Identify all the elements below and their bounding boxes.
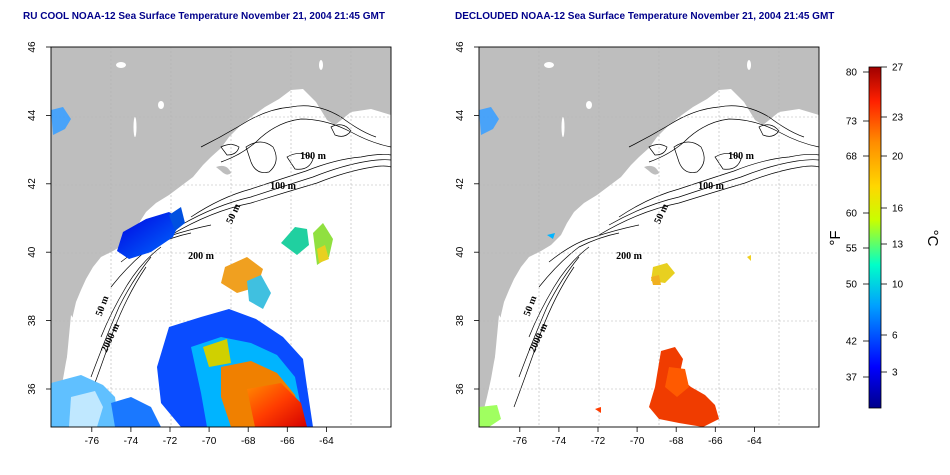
left-lon-tick-label: -68: [241, 436, 256, 447]
contour-label: 100 m: [300, 151, 327, 162]
contour-label: 100 m: [728, 151, 755, 162]
right-lat-tick-label: 44: [455, 109, 466, 121]
left-map-axes: -76 -74 -72 -70 -68 -66 -64 36 38 40 42 44 46: [27, 41, 392, 447]
right-lat-tick-label: 38: [455, 315, 466, 327]
left-lon-tick-label: -64: [319, 436, 334, 447]
right-lon-tick-label: -66: [708, 436, 723, 447]
celsius-tick-label: 13: [892, 240, 904, 251]
right-frame: [478, 46, 820, 428]
left-lon-tick-label: -72: [163, 436, 178, 447]
celsius-tick-label: 27: [892, 63, 904, 74]
colorbar-gradient: [868, 66, 882, 409]
right-lat-tick-label: 42: [455, 178, 466, 190]
celsius-tick-label: 16: [892, 204, 904, 215]
left-lon-tick-label: -70: [202, 436, 217, 447]
contour-label: 200 m: [188, 251, 215, 262]
fahrenheit-tick-label: 50: [846, 280, 858, 291]
fahrenheit-tick-label: 42: [846, 337, 858, 348]
contour-label: 200 m: [616, 251, 643, 262]
right-map-axes: -76 -74 -72 -70 -68 -66 -64 36 38 40 42 44 46: [455, 41, 820, 447]
left-lat-tick-label: 46: [27, 41, 38, 53]
left-lat-tick-label: 44: [27, 109, 38, 121]
celsius-tick-label: 23: [892, 113, 904, 124]
right-lon-tick-label: -72: [591, 436, 606, 447]
left-lat-tick-label: 42: [27, 178, 38, 190]
fahrenheit-tick-label: 37: [846, 373, 858, 384]
left-lat-tick-label: 40: [27, 246, 38, 258]
fahrenheit-tick-label: 80: [846, 68, 858, 79]
left-lon-tick-label: -66: [280, 436, 295, 447]
left-map-title: RU COOL NOAA-12 Sea Surface Temperature …: [23, 11, 385, 22]
right-lon-tick-label: -74: [552, 436, 567, 447]
celsius-tick-label: 3: [892, 368, 898, 379]
celsius-tick-label: 10: [892, 280, 904, 291]
contour-label: 100 m: [270, 181, 297, 192]
fahrenheit-unit-label: °F: [827, 230, 844, 245]
right-sst-overlay: [479, 107, 751, 427]
right-map-title: DECLOUDED NOAA-12 Sea Surface Temperatur…: [455, 11, 835, 22]
celsius-tick-label: 6: [892, 331, 898, 342]
celsius-tick-label: 20: [892, 152, 904, 163]
left-frame: [50, 46, 392, 428]
left-lon-tick-label: -76: [85, 436, 100, 447]
colorbar: 80 73 68 60 55 50 42 37 27 23 20 16 13 10 6 3 °F °C: [827, 63, 941, 409]
right-lon-tick-label: -68: [669, 436, 684, 447]
right-lat-tick-label: 46: [455, 41, 466, 53]
fahrenheit-tick-label: 68: [846, 152, 858, 163]
right-lon-tick-label: -64: [747, 436, 762, 447]
left-lat-tick-label: 36: [27, 383, 38, 395]
fahrenheit-tick-label: 73: [846, 117, 858, 128]
right-map: [478, 46, 820, 428]
celsius-unit-label: °C: [924, 230, 941, 247]
left-lon-tick-label: -74: [124, 436, 139, 447]
right-lat-tick-label: 40: [455, 246, 466, 258]
left-map: [50, 46, 392, 428]
right-lon-tick-label: -70: [630, 436, 645, 447]
contour-label: 100 m: [698, 181, 725, 192]
right-lat-tick-label: 36: [455, 383, 466, 395]
fahrenheit-tick-label: 55: [846, 244, 858, 255]
fahrenheit-tick-label: 60: [846, 209, 858, 220]
right-lon-tick-label: -76: [513, 436, 528, 447]
left-sst-overlay: [51, 107, 333, 427]
left-lat-tick-label: 38: [27, 315, 38, 327]
